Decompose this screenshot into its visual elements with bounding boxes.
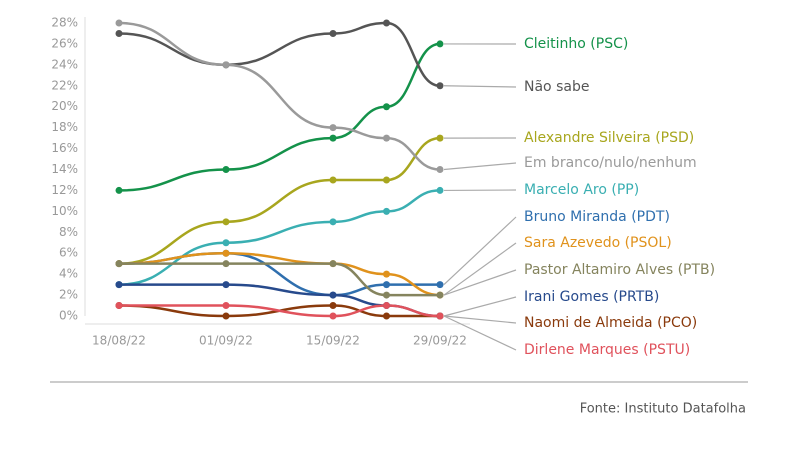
data-point	[222, 260, 230, 268]
data-point	[222, 281, 230, 289]
data-point	[436, 166, 444, 173]
legend-label: Não sabe	[524, 79, 589, 95]
series-line	[119, 304, 441, 318]
data-point	[222, 312, 230, 320]
y-tick-label: 26%	[51, 36, 78, 50]
data-point	[383, 291, 390, 299]
legend-label: Sara Azevedo (PSOL)	[524, 235, 672, 251]
series-line	[118, 21, 441, 88]
legend-label: Marcelo Aro (PP)	[524, 182, 639, 198]
data-point	[329, 291, 337, 299]
data-point	[329, 134, 337, 142]
y-tick-label: 4%	[59, 267, 78, 281]
leader-line	[443, 315, 517, 351]
x-tick-label: 18/08/22	[92, 334, 146, 348]
data-point	[383, 281, 390, 289]
y-tick-label: 22%	[51, 78, 78, 92]
y-tick-label: 0%	[59, 309, 78, 323]
x-tick-label: 01/09/22	[199, 334, 253, 348]
data-point	[222, 218, 230, 226]
y-tick-label: 14%	[51, 162, 78, 176]
data-point	[222, 302, 230, 310]
y-tick-label: 28%	[51, 16, 78, 30]
data-point	[222, 166, 230, 173]
data-point	[436, 134, 444, 142]
leader-line	[443, 162, 517, 171]
data-point	[436, 312, 444, 320]
leader-line	[443, 216, 517, 286]
data-point	[383, 103, 390, 111]
data-point	[436, 291, 444, 299]
data-point	[115, 302, 123, 310]
y-tick-label: 12%	[51, 183, 78, 197]
y-tick-label: 8%	[59, 225, 78, 239]
data-point	[383, 207, 390, 215]
source: Fonte: Instituto Datafolha	[580, 402, 746, 417]
x-tick-label: 15/09/22	[306, 334, 360, 348]
series-line	[119, 262, 440, 297]
legend-label: Irani Gomes (PRTB)	[524, 289, 659, 305]
data-point	[115, 260, 123, 268]
legend-label: Em branco/nulo/nenhum	[524, 155, 697, 171]
leader-line	[443, 242, 517, 296]
y-tick-label: 20%	[51, 99, 78, 113]
data-point	[222, 61, 230, 69]
y-tick-label: 6%	[59, 246, 78, 260]
leader-line	[443, 296, 517, 317]
legend-label: Naomi de Almeida (PCO)	[524, 315, 697, 331]
data-point	[115, 29, 123, 37]
leader-line	[443, 269, 517, 296]
data-point	[329, 260, 337, 268]
legend-label: Bruno Miranda (PDT)	[524, 209, 670, 225]
legend-label: Alexandre Silveira (PSD)	[524, 130, 694, 146]
data-point	[329, 218, 337, 226]
y-tick-label: 2%	[59, 288, 78, 302]
series-line	[118, 21, 441, 171]
legend-label: Dirlene Marques (PSTU)	[524, 342, 690, 358]
data-point	[436, 82, 444, 90]
y-tick-label: 18%	[51, 120, 78, 134]
data-point	[383, 134, 390, 142]
data-point	[383, 176, 390, 184]
data-point	[329, 124, 337, 132]
leader-line	[443, 85, 517, 88]
data-point	[436, 40, 444, 48]
leader-line	[443, 315, 517, 324]
legend-label: Cleitinho (PSC)	[524, 36, 628, 52]
data-point	[383, 312, 390, 320]
data-point	[329, 302, 337, 310]
data-point	[115, 281, 123, 289]
series-line	[118, 304, 440, 318]
y-tick-label: 10%	[51, 204, 78, 218]
data-point	[115, 186, 123, 194]
data-point	[329, 312, 337, 320]
data-point	[115, 19, 123, 27]
series-line	[118, 189, 441, 286]
data-point	[383, 302, 390, 310]
data-point	[383, 270, 390, 278]
data-point	[436, 186, 444, 194]
y-tick-label: 16%	[51, 141, 78, 155]
y-tick-label: 24%	[51, 57, 78, 71]
data-point	[222, 249, 230, 257]
series-line	[118, 136, 441, 265]
series-line	[118, 42, 441, 192]
legend-label: Pastor Altamiro Alves (PTB)	[524, 262, 715, 278]
data-point	[383, 19, 390, 27]
x-tick-label: 29/09/22	[413, 334, 467, 348]
data-point	[436, 281, 444, 289]
data-point	[329, 29, 337, 37]
data-point	[329, 176, 337, 184]
data-point	[222, 239, 230, 247]
